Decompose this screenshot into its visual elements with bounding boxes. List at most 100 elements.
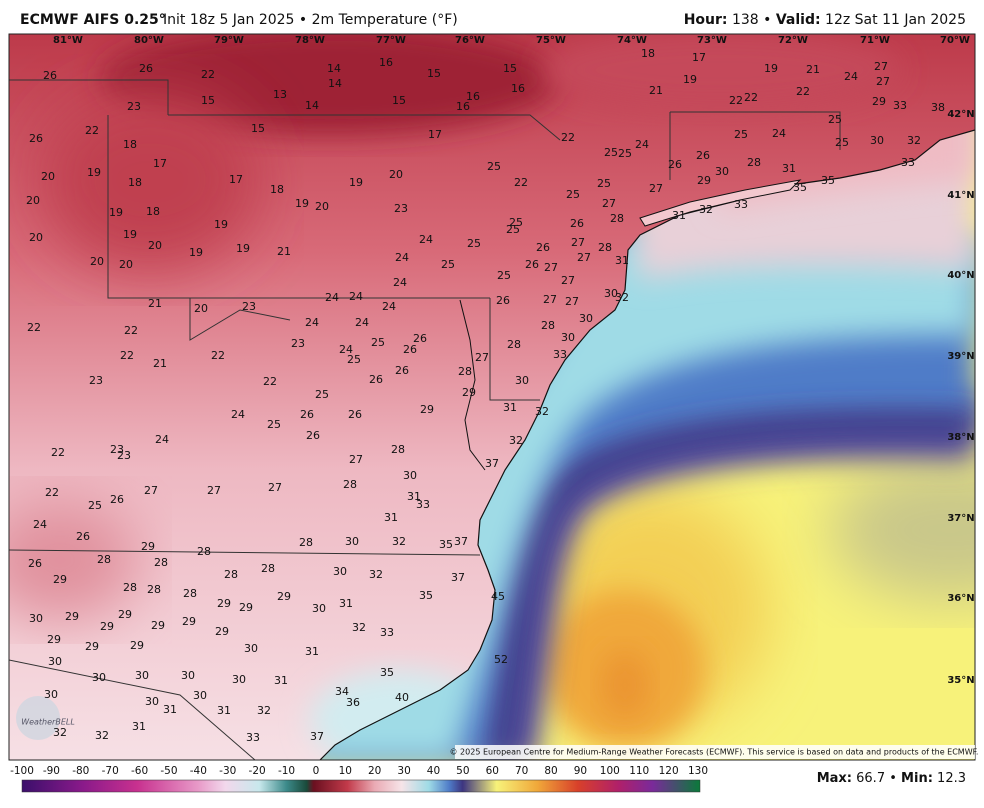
colorbar-tick-label: -90 [43,765,60,777]
temperature-label: 15 [251,122,265,135]
temperature-label: 22 [263,375,277,388]
temperature-label: 29 [47,633,61,646]
temperature-label: 30 [135,669,149,682]
temperature-label: 27 [543,293,557,306]
colorbar-tick-label: -50 [160,765,177,777]
temperature-label: 30 [403,469,417,482]
temperature-label: 19 [123,228,137,241]
colorbar [21,779,701,793]
labels: 81°W 80°W 79°W 78°W 77°W 76°W 75°W 74°W 73°W 72°W… [10,35,975,777]
temperature-label: 20 [26,194,40,207]
colorbar-tick-label: -10 [278,765,295,777]
latitude-label: 35°N [947,675,974,686]
temperature-label: 19 [214,218,228,231]
temperature-label: 28 [224,568,238,581]
temperature-label: 25 [506,223,520,236]
longitude-label: 73°W [697,35,727,46]
temperature-label: 26 [28,557,42,570]
temperature-label: 16 [456,100,470,113]
temperature-label: 25 [467,237,481,250]
temperature-label: 31 [782,162,796,175]
temperature-label: 21 [649,84,663,97]
colorbar-tick-label: -60 [131,765,148,777]
temperature-label: 23 [394,202,408,215]
header-right: Hour: 138 • Valid: 12z Sat 11 Jan 2025 [684,12,966,28]
temperature-label: 45 [491,590,505,603]
temperature-label: 33 [553,348,567,361]
temperature-label: 25 [371,336,385,349]
temperature-label: 28 [598,241,612,254]
temperature-label: 28 [610,212,624,225]
temperature-label: 33 [380,626,394,639]
temperature-label: 26 [570,217,584,230]
copyright-backdrop [455,745,975,759]
colorbar-tick-label: 80 [544,765,557,777]
longitude-label: 76°W [455,35,485,46]
temperature-label: 32 [535,405,549,418]
temperature-label: 20 [315,200,329,213]
colorbar-tick-label: -80 [72,765,89,777]
temperature-label: 31 [132,720,146,733]
temperature-label: 28 [147,583,161,596]
temperature-label: 26 [300,408,314,421]
temperature-label: 30 [44,688,58,701]
temperature-label: 27 [577,251,591,264]
temperature-label: 24 [419,233,433,246]
colorbar-tick-label: 110 [629,765,649,777]
temperature-label: 15 [201,94,215,107]
temperature-label: 52 [494,653,508,666]
temperature-label: 29 [130,639,144,652]
temperature-label: 18 [270,183,284,196]
temperature-label: 22 [729,94,743,107]
temperature-label: 25 [618,147,632,160]
temperature-label: 17 [428,128,442,141]
temperature-label: 29 [151,619,165,632]
temperature-label: 25 [509,216,523,229]
valid-label: Valid: [776,12,821,28]
longitude-label: 75°W [536,35,566,46]
temperature-label: 16 [466,90,480,103]
max: 66.7 [856,771,885,786]
temperature-label: 19 [109,206,123,219]
temperature-label: 30 [579,312,593,325]
temperature-label: 37 [310,730,324,743]
temperature-label: 31 [339,597,353,610]
longitude-label: 71°W [860,35,890,46]
temperature-label: 20 [148,239,162,252]
temperature-label: 21 [148,297,162,310]
temperature-label: 24 [305,316,319,329]
temperature-label: 32 [369,568,383,581]
colorbar-tick-label: -40 [190,765,207,777]
temperature-label: 28 [183,587,197,600]
temperature-label: 35 [439,538,453,551]
temperature-label: 24 [772,127,786,140]
temperature-label: 26 [413,332,427,345]
temperature-label: 31 [305,645,319,658]
temperature-label: 25 [835,136,849,149]
temperature-label: 28 [747,156,761,169]
temperature-label: 30 [515,374,529,387]
temperature-label: 37 [485,457,499,470]
temperature-label: 22 [211,349,225,362]
temperature-label: 20 [389,168,403,181]
colorbar-tick-label: 50 [456,765,469,777]
temperature-label: 29 [217,597,231,610]
temperature-label: 26 [496,294,510,307]
longitude-label: 70°W [940,35,970,46]
temperature-label: 30 [92,671,106,684]
temperature-label: 27 [876,75,890,88]
temperature-label: 20 [29,231,43,244]
temperature-label: 24 [325,291,339,304]
temperature-label: 27 [207,484,221,497]
temperature-label: 24 [635,138,649,151]
temperature-label: 24 [393,276,407,289]
colorbar-tick-label: -30 [219,765,236,777]
temperature-label: 13 [273,88,287,101]
temperature-label: 22 [45,486,59,499]
temperature-label: 28 [343,478,357,491]
hour-label: Hour: [684,12,728,28]
temperature-label: 28 [123,581,137,594]
longitude-label: 80°W [134,35,164,46]
temperature-label: 29 [182,615,196,628]
temperature-label: 23 [291,337,305,350]
